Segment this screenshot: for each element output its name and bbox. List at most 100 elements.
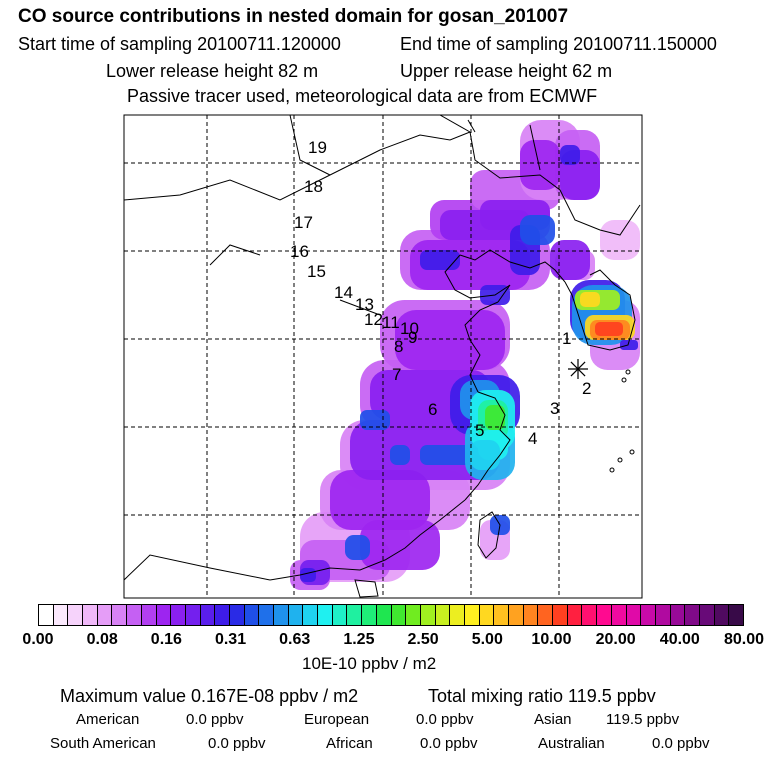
colorbar-cell	[567, 605, 583, 625]
colorbar-tick-label: 20.00	[595, 631, 636, 648]
coastline	[444, 254, 511, 303]
colorbar-cell	[229, 605, 245, 625]
colorbar-cell	[141, 605, 157, 625]
trajectory-label: 15	[307, 262, 326, 281]
colorbar-cell	[655, 605, 671, 625]
trajectory-label: 17	[294, 213, 313, 232]
colorbar-cell	[729, 605, 743, 625]
trajectory-label: 19	[308, 138, 327, 157]
colorbar-tick-label: 0.31	[214, 631, 247, 648]
colorbar-cell	[83, 605, 98, 625]
coastline	[209, 244, 381, 316]
trajectory-label: 13	[355, 295, 374, 314]
field-cell	[300, 568, 316, 582]
island	[625, 369, 631, 375]
colorbar-tick-label: 5.00	[471, 631, 503, 648]
colorbar-tick-label: 0.63	[279, 631, 311, 648]
colorbar-cell	[450, 605, 465, 625]
african-value: 0.0 ppbv	[420, 735, 478, 752]
colorbar-tick-label: 80.00	[723, 631, 765, 648]
trajectory-label: 3	[550, 399, 559, 418]
trajectory-label: 11	[382, 313, 400, 332]
colorbar-cell	[685, 605, 700, 625]
colorbar-cell	[626, 605, 642, 625]
field-cell	[345, 535, 370, 560]
colorbar-cell	[435, 605, 451, 625]
colorbar-cell	[332, 605, 348, 625]
start-time-label: Start time of sampling 20100711.120000	[18, 34, 341, 54]
colorbar-cell	[288, 605, 304, 625]
island	[621, 377, 627, 383]
colorbar-cell	[699, 605, 715, 625]
colorbar-tick-label: 10.00	[531, 631, 572, 648]
field-cell	[520, 140, 560, 190]
field-cell	[600, 220, 640, 260]
colorbar-cell	[244, 605, 260, 625]
colorbar-cell	[215, 605, 230, 625]
trajectory-label: 6	[428, 400, 437, 419]
colorbar-cell	[127, 605, 142, 625]
coastline	[439, 115, 471, 133]
end-time-label: End time of sampling 20100711.150000	[400, 34, 717, 54]
upper-release-label: Upper release height 62 m	[400, 61, 613, 81]
colorbar-cell	[479, 605, 495, 625]
trajectory-label: 14	[334, 283, 353, 302]
colorbar-cell	[523, 605, 539, 625]
colorbar-cell	[420, 605, 436, 625]
australian-label: Australian	[538, 735, 605, 752]
colorbar-cell	[670, 605, 686, 625]
colorbar-cell	[97, 605, 113, 625]
colorbar-cell	[39, 605, 54, 625]
trajectory-label: 4	[528, 429, 537, 448]
european-label: European	[304, 711, 370, 728]
south-american-value: 0.0 ppbv	[208, 735, 266, 752]
lower-release-label: Lower release height 82 m	[106, 61, 319, 81]
colorbar-cell	[318, 605, 333, 625]
colorbar-cell	[156, 605, 172, 625]
field-cell	[580, 292, 600, 307]
colorbar-units: 10E-10 ppbv / m2	[302, 654, 437, 673]
trajectory-label: 1	[562, 329, 571, 348]
colorbar-cell	[200, 605, 216, 625]
colorbar-cell	[714, 605, 730, 625]
trajectory-label: 10	[400, 319, 419, 338]
coastline	[459, 249, 566, 283]
colorbar-cell	[347, 605, 363, 625]
asian-label: Asian	[534, 711, 572, 728]
colorbar-tick-label: 0.16	[150, 631, 182, 648]
island	[617, 457, 623, 463]
field-cell	[550, 240, 590, 280]
coastline	[124, 554, 271, 581]
colorbar-cell	[259, 605, 274, 625]
field-cell	[390, 445, 410, 465]
african-label: African	[326, 735, 373, 752]
colorbar-cell	[406, 605, 421, 625]
asian-value: 119.5 ppbv	[606, 711, 680, 728]
colorbar-cell	[553, 605, 568, 625]
coastline	[469, 131, 641, 236]
coastline	[269, 499, 466, 581]
colorbar-cell	[274, 605, 289, 625]
coastline	[464, 391, 511, 501]
field-cell	[395, 310, 505, 370]
trajectory-label: 9	[408, 328, 417, 347]
max-value-label: Maximum value 0.167E-08 ppbv / m2	[60, 686, 359, 706]
trajectory-label: 5	[475, 421, 484, 440]
field-cell	[485, 405, 505, 430]
trajectory-label: 18	[304, 177, 323, 196]
coastline	[354, 579, 379, 598]
colorbar-cell	[362, 605, 377, 625]
south-american-label: South American	[50, 735, 156, 752]
island	[629, 449, 635, 455]
receptor-star-icon	[568, 359, 588, 379]
colorbar-cell	[509, 605, 524, 625]
colorbar-cell	[494, 605, 509, 625]
colorbar-tick-label: 0.08	[86, 631, 118, 648]
european-value: 0.0 ppbv	[416, 711, 474, 728]
concentration-field	[124, 115, 642, 598]
plot-frame	[123, 114, 643, 599]
field-cell	[470, 440, 500, 470]
trajectory-label: 16	[290, 242, 309, 261]
american-label: American	[76, 711, 140, 728]
